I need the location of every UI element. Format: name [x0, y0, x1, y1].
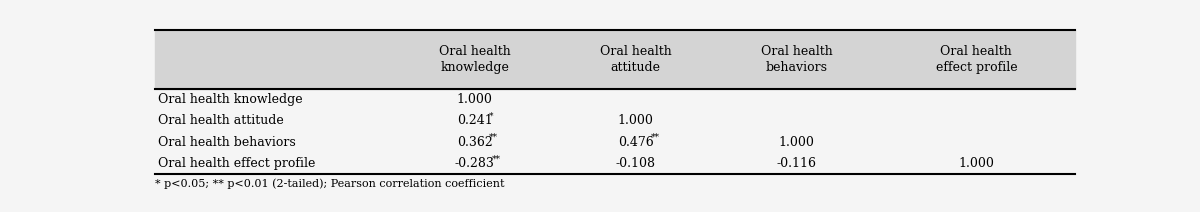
Text: **: ** [650, 133, 659, 142]
Text: Oral health
attitude: Oral health attitude [600, 45, 672, 74]
Text: Oral health attitude: Oral health attitude [158, 114, 284, 127]
Text: 0.362: 0.362 [457, 136, 492, 149]
Text: 1.000: 1.000 [959, 157, 995, 170]
Text: 1.000: 1.000 [779, 136, 815, 149]
Bar [155, 30, 1075, 89]
Text: 0.241: 0.241 [457, 114, 492, 127]
Text: -0.108: -0.108 [616, 157, 655, 170]
Text: -0.283: -0.283 [455, 157, 494, 170]
Text: Oral health
knowledge: Oral health knowledge [439, 45, 510, 74]
Text: Oral health behaviors: Oral health behaviors [158, 136, 296, 149]
Text: Oral health effect profile: Oral health effect profile [158, 157, 316, 170]
Text: **: ** [490, 133, 498, 142]
Text: Oral health knowledge: Oral health knowledge [158, 93, 302, 106]
Text: **: ** [492, 154, 500, 163]
Text: 0.476: 0.476 [618, 136, 654, 149]
Text: -0.116: -0.116 [776, 157, 817, 170]
Text: Oral health
effect profile: Oral health effect profile [936, 45, 1018, 74]
Text: 1.000: 1.000 [457, 93, 492, 106]
Text: 1.000: 1.000 [618, 114, 654, 127]
Text: Oral health
behaviors: Oral health behaviors [761, 45, 833, 74]
Text: *: * [490, 112, 493, 121]
Text: * p<0.05; ** p<0.01 (2-tailed); Pearson correlation coefficient: * p<0.05; ** p<0.01 (2-tailed); Pearson … [155, 179, 504, 190]
